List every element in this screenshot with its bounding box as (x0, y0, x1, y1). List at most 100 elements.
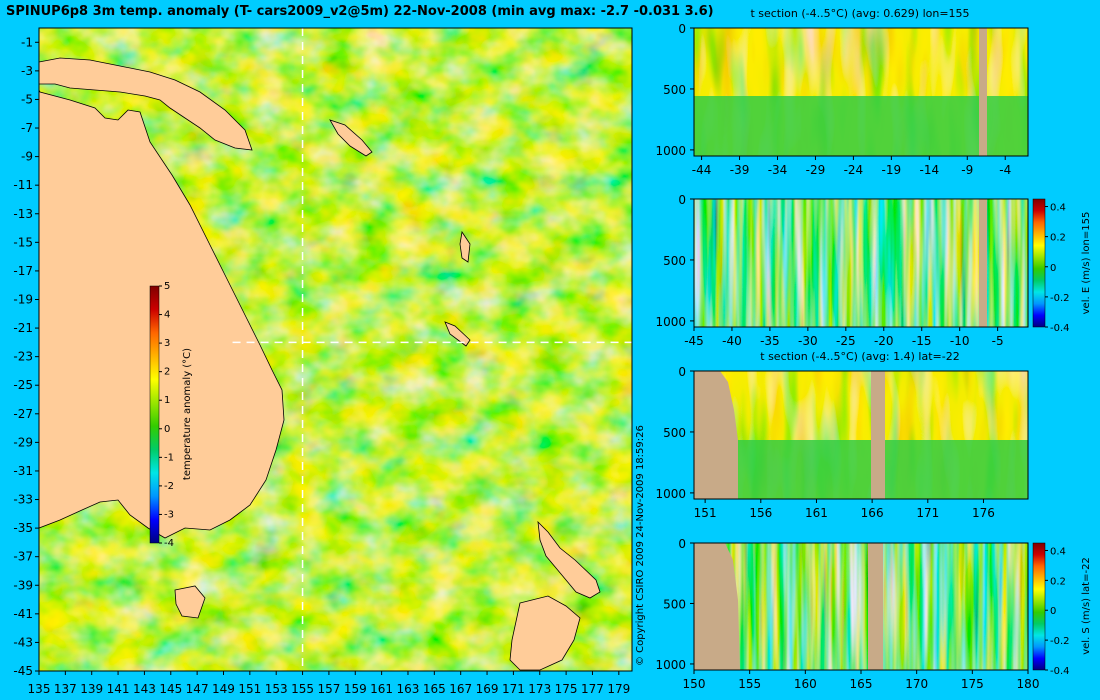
t-section-lon155-panel: t section (-4..5°C) (avg: 0.629) lon=155… (655, 7, 1029, 177)
vel-e-section-field (694, 199, 1028, 327)
map-x-tick-label: 167 (449, 682, 472, 696)
section-y-tick-label: 1000 (655, 487, 686, 501)
map-y-tick-label: -19 (13, 292, 33, 306)
land-nz-north (537, 520, 601, 599)
map-y-tick-label: -5 (21, 92, 33, 106)
vel-colorbar-tick-label: -0.2 (1050, 636, 1070, 647)
map-x-tick-label: 157 (317, 682, 340, 696)
t-section-lon155-title: t section (-4..5°C) (avg: 0.629) lon=155 (750, 7, 969, 20)
section-x-tick-label: -44 (692, 163, 712, 177)
t-section-lat-22-mask (871, 371, 885, 499)
map-x-tick-label: 147 (186, 682, 209, 696)
vel-e-section-frame (693, 198, 1029, 328)
vel-e-section-y-axis: 0 500 1000 (655, 193, 694, 329)
section-x-tick-label: -10 (950, 334, 970, 348)
vel-e-colorbar-label: vel. E (m/s) lon=155 (1081, 212, 1092, 315)
map-y-tick-label: -43 (13, 635, 33, 649)
section-x-tick-label: 165 (850, 677, 873, 691)
map-x-tick-label: 165 (423, 682, 446, 696)
vel-colorbar-tick-label: 0.4 (1050, 203, 1066, 214)
section-x-tick-label: -9 (961, 163, 973, 177)
t-section-lat-22-frame (693, 370, 1029, 500)
map-x-tick-label: 173 (528, 682, 551, 696)
map-y-tick-label: -11 (13, 178, 33, 192)
map-colorbar-tick-label: 1 (164, 395, 170, 406)
section-x-tick-label: -29 (806, 163, 826, 177)
vel-s-section-land (694, 543, 740, 670)
map-y-tick-label: -1 (21, 35, 33, 49)
map-y-tick-label: -41 (13, 607, 33, 621)
map-x-tick-label: 171 (502, 682, 525, 696)
section-x-tick-label: 160 (794, 677, 817, 691)
t-section-lon155-y-axis: 0 500 1000 (655, 22, 694, 158)
map-x-tick-label: 135 (28, 682, 51, 696)
section-x-tick-label: -34 (768, 163, 788, 177)
vel-colorbar-tick-label: -0.2 (1050, 293, 1070, 304)
map-y-tick-label: -23 (13, 350, 33, 364)
map-x-tick-label: 161 (370, 682, 393, 696)
map-y-tick-label: -31 (13, 464, 33, 478)
t-section-lat-22-y-axis: 0 500 1000 (655, 365, 694, 501)
map-frame (38, 27, 633, 672)
map-colorbar-tick-label: 5 (164, 281, 170, 292)
section-x-tick-label: 166 (861, 506, 884, 520)
map-y-tick-label: -13 (13, 207, 33, 221)
vel-colorbar-tick-label: 0 (1050, 606, 1056, 617)
vel-s-colorbar-ticks: 0.4 0.2 0 -0.2 -0.4 (1045, 546, 1070, 677)
map-x-tick-label: 155 (291, 682, 314, 696)
section-x-tick-label: -15 (912, 334, 932, 348)
section-y-tick-label: 1000 (655, 315, 686, 329)
land-new-caledonia (444, 321, 471, 347)
section-x-tick-label: -40 (722, 334, 742, 348)
map-colorbar-label: temperature anomaly (°C) (182, 348, 193, 480)
map-x-tick-label: 139 (80, 682, 103, 696)
land-australia (38, 89, 285, 539)
map-colorbar-tick-label: 2 (164, 367, 170, 378)
section-x-tick-label: -14 (920, 163, 940, 177)
vel-s-section-field (694, 543, 1028, 670)
map-x-tick-label: 141 (107, 682, 130, 696)
t-section-lat-22-deep (694, 440, 1028, 499)
section-y-tick-label: 0 (678, 22, 686, 36)
map-y-axis: -1 -3 -5 -7 -9 -11 -13 -15 -17 -19 -21 -23 -25 -27 -29… (13, 35, 39, 678)
section-x-tick-label: -25 (836, 334, 856, 348)
map-x-tick-label: 179 (607, 682, 630, 696)
t-section-lon155-frame (693, 27, 1029, 157)
vel-e-colorbar-scale (1032, 198, 1046, 328)
map-x-tick-label: 177 (581, 682, 604, 696)
land-vanuatu (459, 230, 471, 263)
map-y-tick-label: -9 (21, 150, 33, 164)
map-y-tick-label: -25 (13, 378, 33, 392)
map-y-tick-label: -29 (13, 435, 33, 449)
map-colorbar-tick-label: 3 (164, 338, 170, 349)
section-x-tick-label: -45 (684, 334, 704, 348)
map-x-tick-label: 143 (133, 682, 156, 696)
map-colorbar-tick-label: 4 (164, 310, 170, 321)
section-x-tick-label: 156 (749, 506, 772, 520)
vel-s-section-y-axis: 0 500 1000 (655, 537, 694, 672)
section-x-tick-label: 180 (1017, 677, 1040, 691)
section-x-tick-label: 151 (694, 506, 717, 520)
map-y-tick-label: -45 (13, 664, 33, 678)
vel-colorbar-tick-label: 0.2 (1050, 233, 1066, 244)
map-y-tick-label: -15 (13, 235, 33, 249)
section-y-tick-label: 1000 (655, 658, 686, 672)
section-x-tick-label: 155 (738, 677, 761, 691)
section-y-tick-label: 0 (678, 537, 686, 551)
map-colorbar-ticks: 5 4 3 2 1 0 -1 -2 -3 -4 (159, 281, 174, 549)
map-y-tick-label: -3 (21, 64, 33, 78)
vel-colorbar-tick-label: -0.4 (1050, 323, 1070, 334)
map-x-tick-label: 169 (476, 682, 499, 696)
t-section-lat-22-title: t section (-4..5°C) (avg: 1.4) lat=-22 (760, 350, 959, 363)
section-y-tick-label: 500 (663, 597, 686, 611)
map-y-tick-label: -33 (13, 493, 33, 507)
section-x-tick-label: -24 (844, 163, 864, 177)
section-y-tick-label: 0 (678, 365, 686, 379)
map-y-tick-label: -35 (13, 521, 33, 535)
section-x-tick-label: -19 (882, 163, 902, 177)
land-tasmania (174, 585, 206, 619)
section-y-tick-label: 1000 (655, 144, 686, 158)
vel-e-section-x-axis: -45 -40 -35 -30 -25 -20 -15 -10 -5 (684, 327, 1004, 348)
section-y-tick-label: 500 (663, 426, 686, 440)
